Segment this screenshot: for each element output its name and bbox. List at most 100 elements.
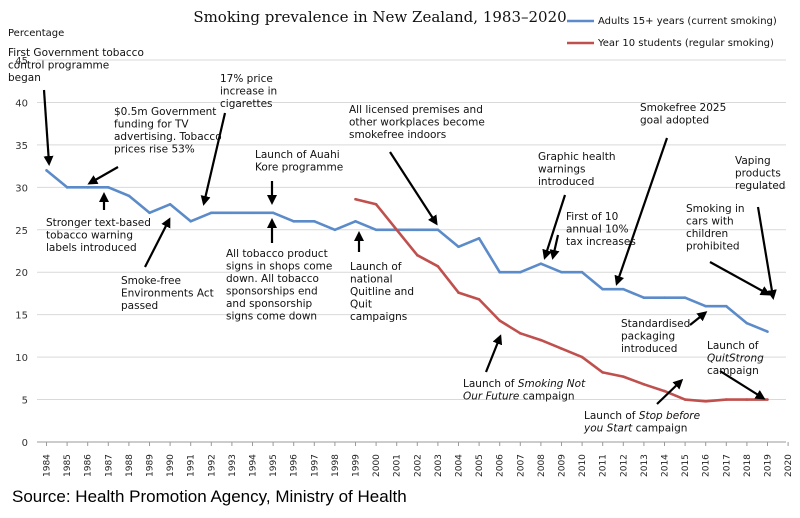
annotation-text: campaigns [350, 311, 407, 323]
legend-label-year10: Year 10 students (regular smoking) [597, 38, 774, 49]
data-point [292, 219, 296, 223]
data-point [560, 270, 563, 274]
annotation-text: Launch of [707, 340, 759, 352]
annotation-text: Launch of [350, 261, 402, 273]
annotation-text: cars with [686, 216, 734, 228]
x-tick-label: 2008 [537, 454, 547, 477]
data-point [663, 296, 666, 299]
x-tick-label: 1987 [104, 454, 114, 477]
annotation-text: Quitline and [350, 286, 414, 298]
data-point [477, 298, 481, 301]
data-point [683, 296, 687, 299]
data-point [210, 211, 213, 215]
x-tick-label: 2018 [743, 454, 753, 477]
x-tick-label: 1985 [63, 454, 73, 477]
annotation-text: prohibited [686, 241, 740, 253]
data-point [498, 270, 502, 274]
data-point [333, 228, 337, 232]
x-tick-label: 1992 [207, 454, 217, 477]
x-tick-label: 1999 [352, 454, 362, 477]
x-tick-label: 1986 [84, 454, 94, 477]
data-point [601, 371, 604, 374]
y-tick-label: 15 [15, 311, 28, 322]
annotation-text: advertising. Tobacco [114, 131, 222, 143]
data-point [560, 347, 563, 350]
annotation-text: $0.5m Government [114, 106, 216, 118]
x-tick-label: 1993 [228, 454, 238, 477]
annotation-text: introduced [621, 343, 677, 355]
annotation-text: signs in shops come [226, 261, 332, 273]
x-tick-label: 2007 [516, 454, 526, 477]
data-point [642, 382, 646, 386]
data-point [642, 296, 646, 299]
data-point [457, 291, 460, 294]
annotation-text: sponsorships end [226, 286, 318, 298]
data-point [539, 338, 543, 342]
x-tick-label: 2000 [372, 454, 382, 477]
x-tick-label: 1988 [125, 454, 135, 477]
legend-label-adults: Adults 15+ years (current smoking) [598, 16, 777, 27]
data-point [148, 211, 151, 215]
annotation-arrows [42, 89, 777, 405]
series-lines [45, 169, 769, 403]
y-axis: 0 5 10 15 20 25 30 35 40 45 [15, 56, 28, 449]
data-point [313, 219, 316, 223]
annotation-text: All licensed premises and [349, 104, 483, 116]
annotation-text: children [686, 228, 728, 240]
data-point [704, 304, 707, 308]
data-point [457, 245, 460, 249]
data-point [436, 228, 440, 232]
annotation-text: Launch of Smoking Not [463, 378, 586, 390]
annotation-arrow [719, 370, 766, 400]
annotation-text: campaign [707, 365, 759, 377]
data-point [65, 186, 69, 189]
annotation-text: prices rise 53% [114, 144, 195, 156]
annotation-text: Kore programme [255, 162, 343, 174]
annotation-arrow [42, 89, 54, 166]
x-tick-label: 2003 [434, 454, 444, 477]
annotation-text: warnings [538, 164, 586, 176]
annotation-arrow [144, 217, 171, 268]
annotation-text: down. All tobacco [226, 273, 319, 285]
data-point [622, 375, 625, 378]
data-point [45, 169, 48, 172]
annotation-text: tobacco warning [46, 230, 133, 242]
data-point [189, 219, 192, 223]
annotation-arrow [484, 334, 503, 373]
annotation-text: Environments Act [121, 288, 214, 300]
x-tick-label: 1990 [166, 454, 176, 477]
data-point [251, 211, 254, 215]
annotation-arrow [756, 206, 777, 300]
x-tick-label: 2009 [558, 454, 568, 477]
annotation-text: began [8, 72, 41, 84]
legend: Adults 15+ years (current smoking) Year … [567, 16, 777, 49]
annotation-text: labels introduced [46, 242, 137, 254]
x-tick-label: 1989 [146, 454, 156, 477]
y-tick-label: 25 [15, 226, 28, 237]
annotation-text: First Government tobacco [8, 47, 144, 59]
annotation-text: regulated [735, 180, 785, 192]
x-tick-label: 2010 [578, 454, 588, 477]
data-point [416, 253, 419, 257]
data-point [374, 203, 378, 206]
annotation-arrow [542, 194, 567, 260]
annotation-arrow [389, 151, 438, 226]
annotation-text: Graphic health [538, 151, 615, 163]
annotation-arrow [656, 378, 684, 405]
data-point [519, 332, 522, 335]
data-point [766, 330, 769, 333]
annotation-arrow [549, 234, 560, 260]
series-line-adults [45, 169, 768, 333]
data-point [230, 211, 234, 215]
x-tick-label: 2020 [784, 454, 794, 477]
annotation-text: All tobacco product [226, 248, 328, 260]
data-point [86, 186, 89, 189]
data-point [107, 186, 110, 189]
x-tick-label: 2013 [640, 454, 650, 477]
data-point [663, 389, 666, 393]
data-point [374, 228, 378, 232]
x-tick-label: 2001 [393, 454, 403, 477]
y-tick-label: 10 [15, 353, 28, 364]
